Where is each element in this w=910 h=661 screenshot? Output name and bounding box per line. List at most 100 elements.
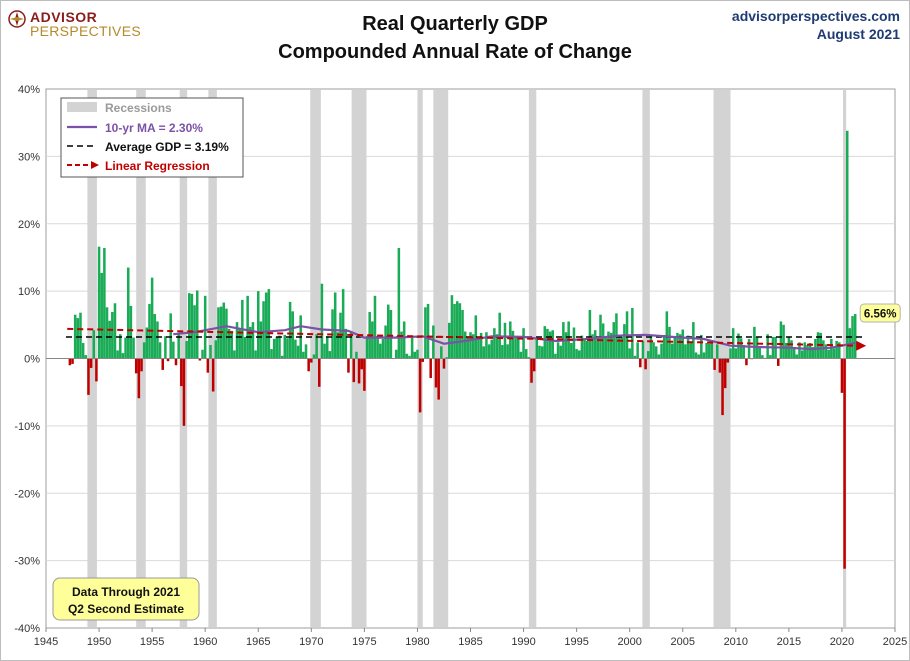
gdp-bar [501, 345, 504, 359]
gdp-bar [180, 358, 183, 387]
gdp-bar [827, 349, 830, 359]
gdp-bar [140, 358, 143, 372]
gdp-bar [437, 358, 440, 400]
x-tick-label: 1980 [405, 636, 429, 648]
gdp-bar [225, 308, 228, 359]
gdp-bar [538, 345, 541, 359]
gdp-bar [280, 355, 284, 359]
compass-icon [8, 10, 26, 28]
gdp-bar [272, 338, 276, 359]
ma-line [173, 325, 856, 351]
gdp-bar [729, 348, 732, 359]
gdp-bar [142, 342, 146, 359]
gdp-bar [718, 358, 722, 373]
gdp-bar [410, 337, 414, 359]
gdp-bar [721, 358, 724, 416]
gdp-bar [113, 303, 117, 359]
note-line-2: Q2 Second Estimate [68, 602, 184, 616]
gdp-bar [723, 358, 727, 389]
gdp-bar [811, 347, 815, 359]
gdp-bar [514, 337, 517, 359]
gdp-bar [249, 326, 252, 359]
gdp-bar [307, 358, 310, 372]
gdp-bar [617, 334, 621, 359]
gdp-bar [628, 348, 631, 359]
x-tick-label: 1975 [352, 636, 376, 648]
gdp-bar [333, 292, 337, 359]
x-tick-label: 1970 [299, 636, 323, 648]
gdp-bar [304, 344, 308, 359]
gdp-bar [238, 329, 241, 359]
gdp-bar [214, 340, 218, 359]
gdp-bar [758, 347, 761, 359]
site-url: advisorperspectives.com [731, 8, 900, 24]
gdp-bar [591, 334, 594, 359]
gdp-bar [134, 358, 138, 374]
gdp-bar [105, 307, 109, 359]
gdp-bar [548, 331, 552, 359]
gdp-bar [522, 328, 525, 359]
gdp-bar [379, 343, 382, 359]
gdp-bar [124, 337, 127, 359]
gdp-bar [323, 343, 326, 359]
gdp-bar [564, 332, 568, 359]
gdp-bar [713, 358, 716, 370]
gdp-bar [509, 321, 512, 359]
gdp-bar [838, 342, 841, 359]
gdp-bar [792, 347, 796, 359]
gdp-bar [652, 342, 655, 359]
gdp-bar [580, 335, 584, 359]
gdp-bar [227, 328, 231, 359]
gdp-bar [164, 336, 167, 359]
gdp-bar [158, 342, 162, 359]
gdp-bar [418, 358, 422, 413]
last-value-callout [859, 303, 901, 323]
gdp-bar [620, 336, 623, 359]
gdp-bar [259, 321, 263, 359]
gdp-bar [681, 329, 685, 359]
gdp-bar [660, 343, 663, 359]
gdp-bar [506, 344, 509, 359]
gdp-bar [251, 322, 255, 359]
gdp-bar [371, 321, 374, 359]
gdp-bar [318, 358, 321, 387]
gdp-bar [87, 358, 90, 395]
gdp-bar [649, 334, 653, 359]
gdp-bar [270, 349, 273, 359]
gdp-bar [445, 357, 448, 359]
gdp-bar [421, 358, 425, 362]
gdp-bar [203, 295, 207, 359]
gdp-bar [477, 338, 480, 359]
x-tick-label: 2010 [724, 636, 748, 648]
gdp-bar [153, 314, 157, 359]
gdp-bar [593, 330, 597, 359]
gdp-bar [731, 328, 735, 359]
y-tick-label: 20% [18, 219, 40, 231]
gdp-bar [800, 350, 804, 359]
gdp-bar [416, 349, 419, 359]
gdp-bar [376, 338, 379, 359]
gdp-bar [490, 339, 493, 359]
gdp-bar [832, 348, 836, 359]
gdp-bar [312, 354, 316, 359]
gdp-bar [119, 334, 122, 359]
x-tick-label: 1960 [193, 636, 217, 648]
gdp-bar [126, 267, 130, 359]
gdp-bar [440, 346, 443, 359]
gdp-bar [612, 322, 616, 359]
gdp-bar [84, 355, 88, 359]
gdp-bar [710, 341, 714, 359]
x-tick-label: 1950 [87, 636, 111, 648]
gdp-bar [267, 289, 271, 359]
legend-recessions-label: Recessions [105, 101, 172, 115]
gdp-bar [349, 332, 353, 359]
gdp-bar [578, 350, 581, 359]
gdp-bar [432, 325, 435, 359]
gdp-bar [195, 290, 199, 359]
last-value-label: 6.56% [864, 309, 897, 321]
gdp-bar [784, 343, 788, 359]
gdp-bar [673, 337, 677, 359]
gdp-bar [185, 340, 188, 359]
gdp-bar [556, 342, 560, 359]
gdp-bar [111, 312, 114, 359]
